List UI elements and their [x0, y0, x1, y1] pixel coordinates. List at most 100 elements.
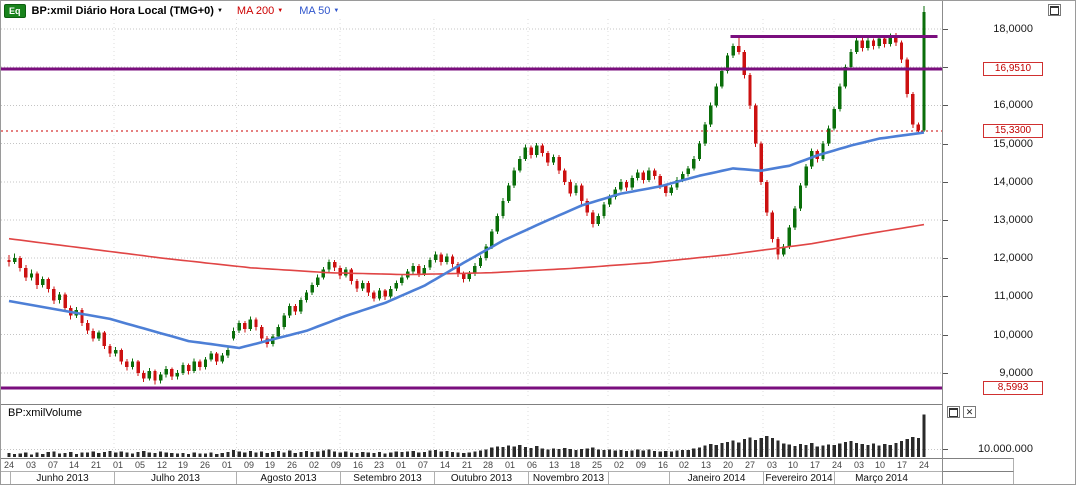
- volume-bar: [866, 444, 870, 457]
- volume-bar: [484, 449, 488, 457]
- volume-bar: [787, 444, 791, 457]
- ma200-selector[interactable]: MA 200 ▼: [223, 5, 283, 17]
- volume-bar: [737, 442, 741, 457]
- x-axis-day-label: 01: [395, 460, 406, 470]
- x-axis-day-label: 09: [243, 460, 254, 470]
- price-chart-canvas[interactable]: [1, 1, 942, 404]
- candle-body: [164, 369, 168, 375]
- x-axis-months-right-cell: [943, 471, 1014, 484]
- restore-button[interactable]: [947, 406, 960, 418]
- candle-body: [535, 145, 539, 156]
- candle-body: [658, 176, 662, 186]
- volume-bar: [585, 448, 589, 457]
- ma-line-ma-50: [8, 131, 925, 350]
- volume-bar: [293, 452, 297, 457]
- candle-body: [495, 216, 500, 232]
- candle-body: [136, 361, 140, 373]
- candle-body: [770, 212, 775, 240]
- volume-bar: [192, 452, 196, 457]
- volume-bar: [215, 453, 219, 457]
- volume-bar: [417, 452, 421, 457]
- volume-bar: [282, 452, 286, 457]
- candle-body: [826, 128, 831, 144]
- candle-body: [568, 181, 572, 194]
- close-button[interactable]: ✕: [963, 406, 976, 418]
- candle-body: [776, 239, 780, 255]
- volume-bar: [770, 437, 774, 457]
- candle-body: [147, 370, 151, 379]
- volume-bar: [804, 445, 808, 457]
- volume-bar: [754, 439, 758, 457]
- candle-body: [237, 323, 241, 331]
- ma50-selector[interactable]: MA 50 ▼: [283, 5, 339, 17]
- volume-bar: [108, 451, 112, 457]
- candle-body: [849, 51, 853, 68]
- x-axis-day-label: 26: [286, 460, 297, 470]
- volume-bar: [692, 448, 696, 457]
- volume-bar: [810, 443, 814, 457]
- volume-bar: [843, 442, 847, 457]
- x-axis-day-label: 09: [330, 460, 341, 470]
- chart-header: Eq BP:xmil Diário Hora Local (TMG+0) ▼ M…: [4, 3, 339, 19]
- candle-body: [445, 256, 449, 262]
- x-axis-day-label: 19: [264, 460, 275, 470]
- candle-body: [383, 290, 387, 297]
- volume-chart-canvas[interactable]: [1, 405, 942, 458]
- price-axis-tick: [943, 67, 948, 68]
- volume-bar: [675, 450, 679, 457]
- volume-bar: [894, 443, 898, 457]
- candle-body: [456, 263, 460, 274]
- volume-bar: [478, 450, 483, 457]
- candle-body: [97, 332, 101, 339]
- candle-body: [18, 258, 22, 268]
- candle-body: [759, 143, 763, 182]
- volume-bar: [596, 449, 600, 457]
- candle-body: [753, 105, 758, 144]
- volume-bar: [130, 453, 135, 457]
- x-axis-day-label: 02: [678, 460, 689, 470]
- volume-bar: [916, 438, 920, 457]
- candle-body: [130, 361, 135, 367]
- price-flag[interactable]: 8,5993: [983, 381, 1043, 395]
- volume-bar: [602, 450, 606, 457]
- candle-body: [142, 372, 146, 379]
- candle-body: [619, 181, 623, 190]
- candle-body: [725, 55, 730, 71]
- ma200-label: MA 200: [236, 5, 275, 17]
- volume-bar: [80, 452, 84, 457]
- candle-body: [46, 279, 50, 289]
- volume-bar: [619, 449, 623, 457]
- volume-bar: [905, 438, 909, 457]
- x-axis-month-label: Março 2014: [834, 472, 928, 484]
- price-flag[interactable]: 16,9510: [983, 62, 1043, 76]
- volume-bar: [406, 451, 410, 457]
- candle-body: [905, 59, 909, 94]
- maximize-icon: [1050, 5, 1059, 15]
- candle-body: [417, 265, 421, 274]
- candle-body: [203, 359, 208, 367]
- candle-body: [7, 260, 11, 262]
- volume-bar: [69, 452, 73, 457]
- volume-bar: [187, 453, 191, 457]
- candle-body: [709, 105, 713, 125]
- volume-bar: [265, 453, 269, 457]
- price-axis: 18,000017,000016,000015,000014,000013,00…: [943, 1, 1075, 404]
- close-icon: ✕: [965, 406, 974, 417]
- volume-bar: [226, 452, 230, 457]
- volume-bar: [714, 445, 718, 457]
- candle-body: [737, 46, 741, 52]
- candle-body: [125, 361, 129, 367]
- candle-body: [899, 42, 904, 60]
- volume-panel: BP:xmilVolume: [1, 404, 942, 458]
- volume-bar: [260, 451, 264, 457]
- volume-bar: [304, 450, 309, 457]
- price-flag[interactable]: 15,3300: [983, 124, 1043, 138]
- candle-body: [669, 187, 674, 194]
- price-axis-tick-label: 12,0000: [993, 252, 1033, 264]
- candle-body: [647, 170, 651, 180]
- volume-bar: [74, 454, 78, 457]
- instrument-selector[interactable]: BP:xmil Diário Hora Local (TMG+0) ▼: [32, 5, 223, 17]
- candle-body: [703, 124, 707, 144]
- maximize-button[interactable]: [1048, 4, 1061, 16]
- candle-body: [316, 277, 320, 285]
